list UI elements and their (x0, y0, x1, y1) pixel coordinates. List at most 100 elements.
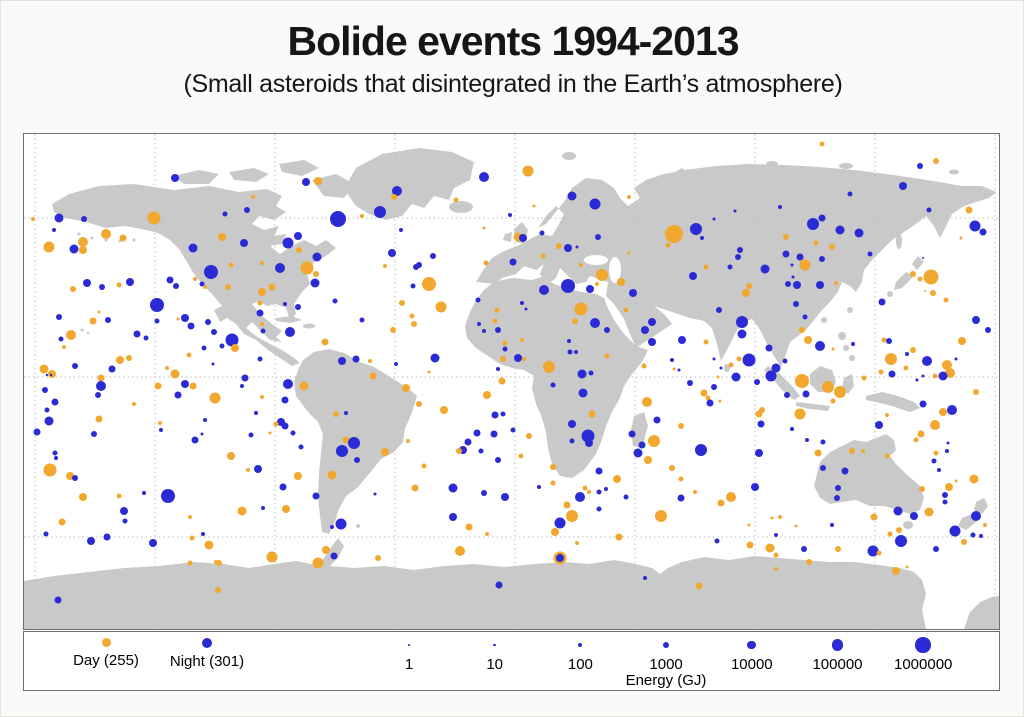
bolide-dot (526, 433, 532, 439)
bolide-dot (465, 523, 473, 531)
bolide-dot (201, 345, 207, 351)
bolide-dot (69, 244, 79, 254)
bolide-dot (954, 357, 958, 361)
bolide-dot (588, 410, 596, 418)
bolide-dot (642, 397, 652, 407)
bolide-dot (260, 261, 264, 265)
bolide-dot (784, 392, 790, 398)
bolide-dot (283, 379, 293, 389)
bolide-dot (478, 448, 484, 454)
bolide-dot (543, 361, 555, 373)
energy-tick: 100000 (803, 636, 873, 673)
bolide-dot (861, 449, 865, 453)
bolide-dot (770, 516, 774, 520)
bolide-dot (579, 263, 583, 267)
legend-panel: Day (255) Night (301) 1 10 100 1000 10000 100… (23, 631, 1000, 691)
bolide-dot (794, 524, 798, 528)
bolide-dot (878, 298, 886, 306)
bolide-dot (881, 337, 887, 343)
bolide-dot (791, 275, 795, 279)
bolide-dot (970, 532, 976, 538)
bolide-dot (799, 259, 811, 271)
bolide-dot (627, 251, 631, 255)
bolide-dot (917, 430, 925, 438)
bolide-dot (158, 421, 162, 425)
bolide-dot (369, 372, 377, 380)
bolide-dot (327, 470, 337, 480)
bolide-dot (585, 439, 593, 447)
bolide-dot (266, 551, 278, 563)
bolide-dot (352, 355, 360, 363)
bolide-dot (205, 319, 211, 325)
world-map-canvas (23, 133, 1000, 630)
bolide-dot (126, 355, 132, 361)
bolide-dot (979, 534, 983, 538)
bolide-dot (91, 431, 97, 437)
bolide-dot (665, 225, 683, 243)
bolide-dot (550, 464, 556, 470)
bolide-dot (285, 327, 295, 337)
bolide-dot (498, 377, 506, 385)
bolide-dot (938, 371, 948, 381)
energy-tick-label: 1 (404, 656, 414, 673)
bolide-dot (933, 158, 939, 164)
energy-tick-dot-icon (578, 642, 583, 648)
bolide-dot (564, 244, 572, 252)
bolide-dot (604, 327, 610, 333)
bolide-dot (965, 206, 973, 214)
bolide-dot (596, 506, 602, 512)
energy-axis-label: Energy (GJ) (625, 672, 707, 689)
energy-tick-dot-icon (408, 644, 410, 646)
bolide-dot (204, 540, 214, 550)
bolide-dot (703, 339, 709, 345)
bolide-dot (903, 365, 909, 371)
bolide-dot (43, 531, 49, 537)
bolide-dot (33, 428, 41, 436)
bolide-dot (193, 277, 197, 281)
bolide-dot (95, 415, 103, 423)
bolide-dot (822, 381, 834, 393)
bolide-dot (736, 356, 742, 362)
bolide-dot (171, 174, 179, 182)
bolide-dot (228, 262, 234, 268)
bolide-dot (54, 213, 64, 223)
energy-tick-dot-icon (493, 643, 496, 647)
bolide-dot (165, 366, 169, 370)
bolide-dot (820, 439, 826, 445)
bolide-dot (885, 353, 897, 365)
bolide-dot (893, 506, 903, 516)
bolide-dot (690, 223, 702, 235)
energy-tick-dot-icon (747, 640, 757, 650)
bolide-dot (972, 316, 980, 324)
bolide-dot (524, 307, 528, 311)
bolide-dot (919, 400, 927, 408)
bolide-dot (119, 234, 127, 242)
bolide-dot (922, 356, 932, 366)
bolide-dot (62, 345, 66, 349)
bolide-dot (765, 370, 777, 382)
bolide-dot (410, 283, 416, 289)
bolide-dot (203, 418, 207, 422)
bolide-dot (567, 349, 573, 355)
bolide-dot (595, 282, 599, 286)
bolide-dot (942, 492, 948, 498)
bolide-dot (604, 353, 610, 359)
bolide-dot (268, 431, 272, 435)
legend-night-item: Night (301) (152, 638, 262, 670)
bolide-dot (623, 307, 629, 313)
bolide-dot (219, 343, 225, 349)
bolide-dot (983, 523, 987, 527)
bolide-dot (669, 465, 675, 471)
bolide-dot (595, 467, 603, 475)
bolide-dot (556, 243, 562, 249)
bolide-dot (568, 420, 576, 428)
bolide-dot (482, 329, 486, 333)
bolide-dot (248, 432, 254, 438)
bolide-dot (677, 368, 681, 372)
bolide-dot (700, 236, 704, 240)
bolide-dot (120, 507, 128, 515)
bolide-dot (187, 560, 193, 566)
bolide-dot (754, 379, 760, 385)
bolide-dot (835, 485, 841, 491)
bolide-dot (154, 318, 160, 324)
